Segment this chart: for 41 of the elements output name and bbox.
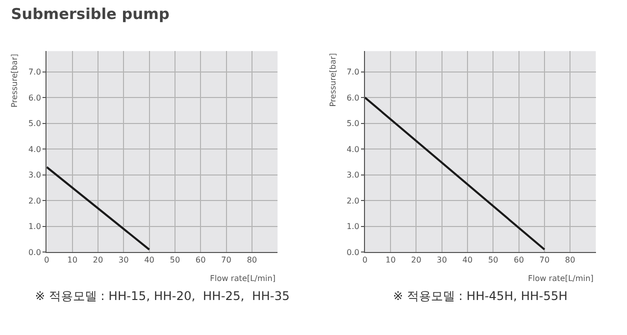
y-tick-label: 3.0 [346,170,360,180]
x-tick-label: 10 [67,256,78,265]
y-tick-label: 1.0 [346,222,360,232]
x-tick-label: 50 [170,256,180,265]
x-tick-label: 40 [462,256,473,265]
x-tick-label: 50 [488,256,498,265]
x-tick-label: 0 [362,256,368,265]
y-tick-label: 4.0 [28,144,42,154]
x-tick-label: 60 [514,256,524,265]
y-tick-label: 1.0 [28,222,42,232]
x-tick-label: 20 [92,256,104,265]
y-tick-label: 7.0 [28,68,42,77]
x-tick-label: 40 [144,256,154,265]
x-tick-label: 70 [539,256,550,265]
x-tick-label: 30 [436,256,447,265]
chart-title: Submersible pump [11,5,170,23]
y-axis-title: Pressure[bar] [10,54,20,108]
y-tick-label: 2.0 [28,196,42,206]
x-tick-label: 20 [411,256,422,265]
y-tick-label: 5.0 [28,119,42,128]
x-tick-label: 0 [44,256,50,265]
y-tick-label: 6.0 [28,93,42,102]
y-tick-label: 0.0 [346,248,360,257]
y-tick-label: 6.0 [346,93,360,102]
y-tick-label: 3.0 [28,170,42,180]
x-tick-label: 70 [221,256,232,265]
y-tick-label: 5.0 [346,119,360,128]
x-tick-label: 80 [565,256,576,265]
y-axis-title: Pressure[bar] [328,53,338,107]
y-tick-label: 0.0 [28,248,42,257]
x-tick-label: 30 [118,256,129,265]
x-tick-label: 10 [385,256,396,265]
y-tick-label: 2.0 [346,196,360,206]
y-tick-label: 7.0 [346,68,360,77]
text: ※ 적용모델 : HH-45H, HH-55H [393,289,568,303]
y-tick-label: 4.0 [346,144,360,154]
x-tick-label: 60 [196,256,206,265]
x-axis-title: Flow rate[L/min] [528,274,594,283]
x-axis-title: Flow rate[L/min] [210,274,276,283]
text: ※ 적용모델 : HH-15, HH-20, HH-25, HH-35 [35,289,290,303]
x-tick-label: 80 [246,256,258,265]
